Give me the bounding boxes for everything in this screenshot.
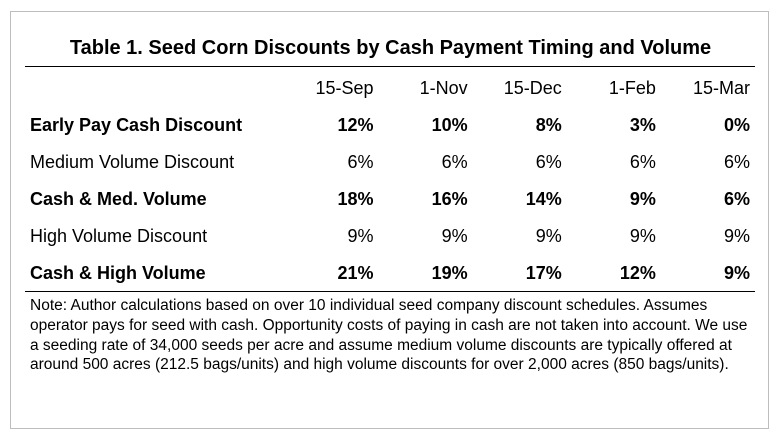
table-cell: 9% bbox=[441, 226, 468, 246]
row-label: Cash & High Volume bbox=[30, 263, 206, 283]
table-cell: 9% bbox=[535, 226, 562, 246]
footer-rule bbox=[25, 291, 755, 292]
table-cell: 21% bbox=[337, 263, 374, 283]
header-rule bbox=[25, 66, 755, 67]
table-cell: 16% bbox=[431, 189, 468, 209]
table-cell: 12% bbox=[619, 263, 656, 283]
table-cell: 9% bbox=[723, 226, 750, 246]
discount-table: 15-Sep 1-Nov 15-Dec 1-Feb 15-Mar Early P… bbox=[25, 70, 755, 292]
column-header: 1-Nov bbox=[419, 78, 468, 98]
table-cell: 9% bbox=[629, 189, 656, 209]
table-cell: 12% bbox=[337, 115, 374, 135]
table-cell: 8% bbox=[535, 115, 562, 135]
table-row: High Volume Discount 9% 9% 9% 9% 9% bbox=[25, 218, 755, 255]
column-header: 15-Dec bbox=[503, 78, 562, 98]
table-frame bbox=[10, 11, 769, 429]
table-cell: 6% bbox=[347, 152, 374, 172]
header-blank-cell bbox=[25, 70, 279, 107]
table-cell: 9% bbox=[347, 226, 374, 246]
table-cell: 10% bbox=[431, 115, 468, 135]
row-label: Early Pay Cash Discount bbox=[30, 115, 243, 135]
table-cell: 6% bbox=[535, 152, 562, 172]
row-label: Cash & Med. Volume bbox=[30, 189, 207, 209]
table-cell: 6% bbox=[723, 189, 750, 209]
column-header: 15-Sep bbox=[315, 78, 374, 98]
table-title: Table 1. Seed Corn Discounts by Cash Pay… bbox=[69, 37, 712, 59]
table-cell: 6% bbox=[441, 152, 468, 172]
table-cell: 0% bbox=[723, 115, 750, 135]
table-cell: 19% bbox=[431, 263, 468, 283]
table-row: Medium Volume Discount 6% 6% 6% 6% 6% bbox=[25, 144, 755, 181]
row-label: Medium Volume Discount bbox=[30, 152, 235, 172]
table-cell: 3% bbox=[629, 115, 656, 135]
table-row: Early Pay Cash Discount 12% 10% 8% 3% 0% bbox=[25, 107, 755, 144]
table-cell: 6% bbox=[723, 152, 750, 172]
header-row: 15-Sep 1-Nov 15-Dec 1-Feb 15-Mar bbox=[25, 70, 755, 107]
table-cell: 14% bbox=[525, 189, 562, 209]
table-cell: 18% bbox=[337, 189, 374, 209]
table-cell: 9% bbox=[629, 226, 656, 246]
column-header: 15-Mar bbox=[692, 78, 750, 98]
table-cell: 6% bbox=[629, 152, 656, 172]
table-cell: 9% bbox=[723, 263, 750, 283]
table-note: Note: Author calculations based on over … bbox=[30, 297, 748, 374]
row-label: High Volume Discount bbox=[30, 226, 208, 246]
table-row: Cash & Med. Volume 18% 16% 14% 9% 6% bbox=[25, 181, 755, 218]
table-row: Cash & High Volume 21% 19% 17% 12% 9% bbox=[25, 255, 755, 292]
table-cell: 17% bbox=[525, 263, 562, 283]
column-header: 1-Feb bbox=[608, 78, 656, 98]
